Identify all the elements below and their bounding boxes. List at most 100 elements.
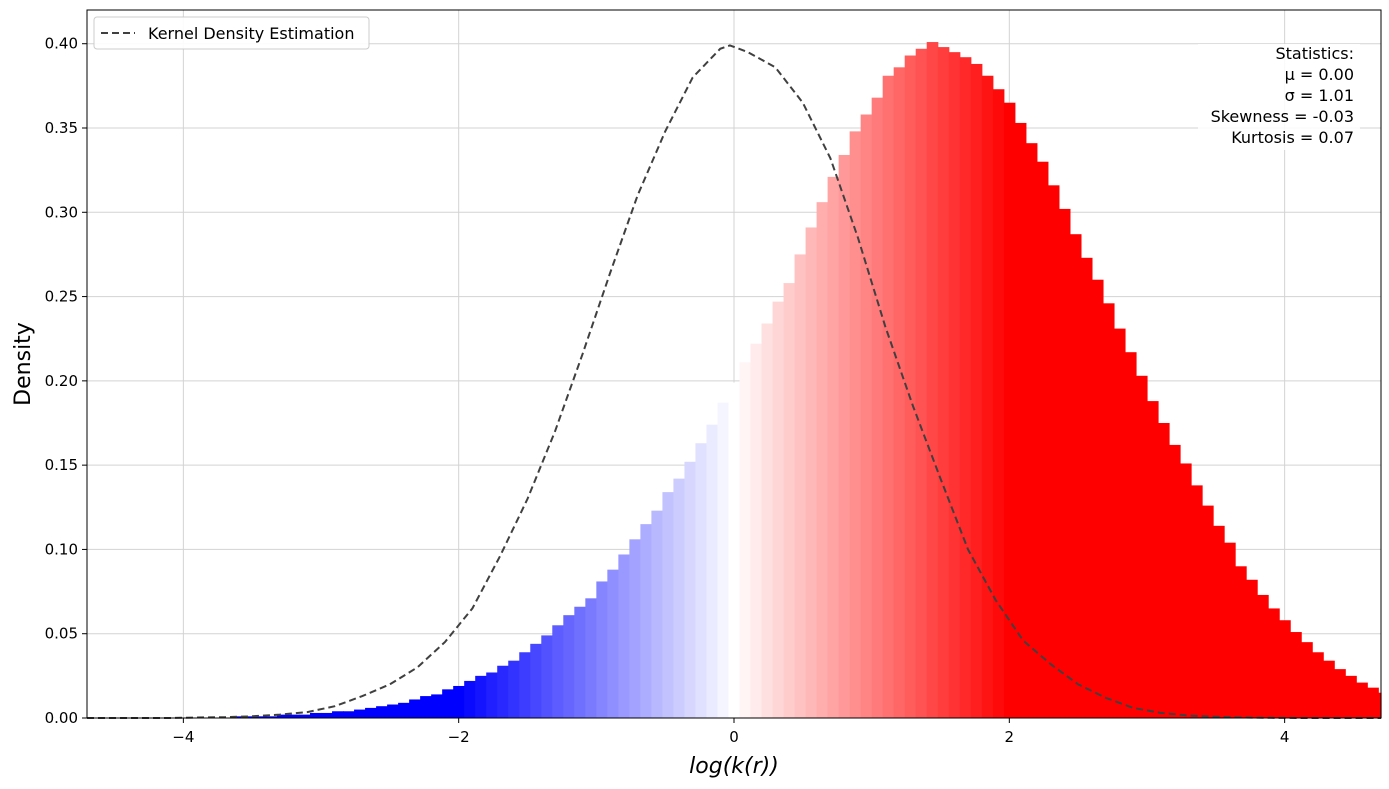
histogram-bar — [904, 55, 917, 719]
histogram-bars — [232, 42, 1382, 719]
histogram-bar — [849, 131, 862, 718]
kde-curve-group — [87, 44, 1381, 719]
histogram-bar — [607, 569, 619, 718]
histogram-bar — [497, 665, 509, 718]
stats-line-mean: μ = 0.00 — [1285, 65, 1354, 84]
x-tick-label: −4 — [172, 728, 194, 746]
histogram-bar — [442, 689, 454, 718]
histogram-bar — [1135, 375, 1148, 718]
y-axis-ticks: 0.00 0.05 0.10 0.15 0.20 0.25 0.30 0.35 0.40 — [45, 35, 87, 727]
histogram-bar — [651, 510, 664, 718]
histogram-bar — [332, 711, 344, 718]
histogram-bar — [1080, 257, 1093, 718]
x-tick-label: 0 — [729, 728, 739, 746]
histogram-bar — [948, 52, 961, 718]
x-tick-label: −2 — [448, 728, 470, 746]
histogram-bar — [893, 67, 906, 719]
x-tick-label: 2 — [1005, 728, 1015, 746]
histogram-bar — [1069, 234, 1082, 718]
histogram-bar — [475, 675, 487, 718]
histogram-bar — [453, 685, 465, 718]
y-tick-label: 0.30 — [45, 203, 78, 221]
histogram-bar — [816, 202, 829, 718]
histogram-bar — [265, 716, 278, 718]
histogram-bar — [618, 554, 630, 718]
histogram-bar — [486, 672, 498, 718]
histogram-bar — [728, 382, 741, 718]
histogram-bar — [1279, 620, 1291, 718]
histogram-bar — [772, 301, 785, 718]
histogram-bar — [431, 694, 443, 718]
histogram-bar — [827, 176, 840, 718]
histogram-bar — [882, 75, 895, 718]
histogram-bar — [1334, 669, 1346, 718]
histogram-bar — [508, 660, 520, 718]
histogram-bar — [937, 47, 950, 719]
histogram-bar — [981, 75, 994, 718]
histogram-bar — [783, 283, 796, 718]
legend-label-kde: Kernel Density Estimation — [148, 24, 354, 43]
stats-line-title: Statistics: — [1275, 44, 1354, 63]
histogram-bar — [805, 227, 818, 718]
histogram-bar — [739, 362, 752, 718]
histogram-bar — [1003, 102, 1016, 718]
histogram-bar — [1257, 594, 1269, 718]
stats-line-skewness: Skewness = -0.03 — [1211, 107, 1354, 126]
stats-line-sigma: σ = 1.01 — [1285, 86, 1354, 105]
histogram-bar — [1036, 161, 1049, 718]
histogram-bar — [596, 581, 608, 718]
histogram-bar — [409, 699, 421, 718]
kde-curve — [87, 44, 1381, 719]
histogram-bar — [684, 461, 697, 718]
histogram-bar — [1235, 566, 1247, 718]
histogram-bar — [387, 704, 399, 718]
histogram-bar — [354, 709, 366, 718]
histogram-bar — [1345, 675, 1357, 718]
histogram-bar — [926, 42, 939, 719]
histogram-bar — [1246, 579, 1258, 718]
histogram-bar — [541, 635, 553, 718]
histogram-bar — [1058, 208, 1071, 718]
histogram-bar — [1169, 444, 1181, 718]
histogram-bar — [464, 680, 476, 718]
histogram-bar — [365, 707, 377, 718]
histogram-bar — [1025, 143, 1038, 718]
statistics-box: Statistics: μ = 0.00 σ = 1.01 Skewness =… — [1198, 44, 1360, 150]
stats-line-kurtosis: Kurtosis = 0.07 — [1231, 128, 1354, 147]
histogram-bar — [254, 716, 267, 718]
histogram-bar — [530, 643, 542, 718]
histogram-bar — [1312, 652, 1324, 718]
histogram-bar — [1290, 632, 1302, 718]
histogram-bar — [915, 48, 928, 719]
histogram-bar — [1378, 692, 1382, 718]
histogram-bar — [640, 524, 653, 718]
histogram-bar — [1268, 608, 1280, 718]
histogram-bar — [563, 615, 575, 718]
x-axis-title: log(k(r)) — [689, 754, 779, 779]
histogram-bar — [398, 702, 410, 718]
histogram-bar — [276, 714, 289, 718]
histogram-bar — [750, 343, 763, 718]
histogram-bar — [871, 97, 884, 718]
histogram-bar — [376, 706, 388, 718]
legend: Kernel Density Estimation — [93, 16, 370, 50]
histogram-bar — [695, 443, 708, 718]
y-tick-label: 0.05 — [45, 625, 78, 643]
histogram-bar — [959, 57, 972, 718]
histogram-bar — [1146, 401, 1159, 718]
histogram-bar — [1301, 642, 1313, 718]
histogram-bar — [860, 114, 873, 718]
histogram-bar — [794, 254, 807, 718]
histogram-bar — [1014, 122, 1027, 718]
x-tick-label: 4 — [1280, 728, 1290, 746]
histogram-bar — [232, 716, 245, 718]
y-tick-label: 0.10 — [45, 540, 78, 558]
histogram-bar — [310, 712, 322, 718]
histogram-bar — [717, 402, 730, 718]
y-tick-label: 0.40 — [45, 35, 78, 53]
y-axis-title: Density — [11, 322, 36, 406]
histogram-bar — [629, 539, 641, 718]
histogram-bar — [1356, 682, 1368, 718]
histogram-bar — [574, 606, 586, 718]
histogram-bar — [287, 714, 300, 718]
